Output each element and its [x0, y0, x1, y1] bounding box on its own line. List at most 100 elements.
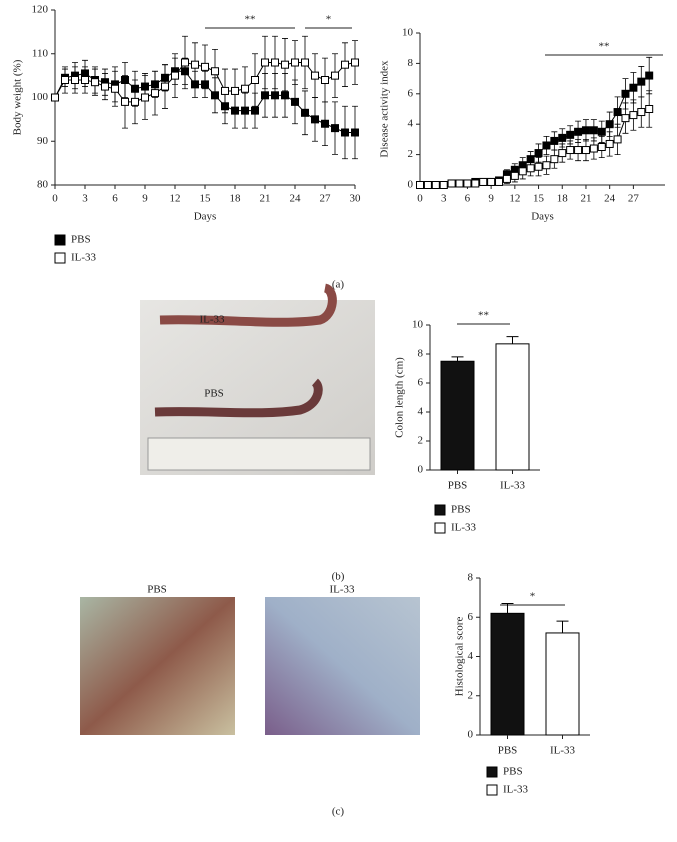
marker [111, 84, 119, 93]
colon-pbs [154, 378, 323, 418]
marker [291, 97, 299, 106]
y-axis-label: Histological score [454, 617, 466, 697]
x-tick-label: 3 [82, 193, 88, 205]
legend-label: IL-33 [71, 252, 97, 264]
marker [321, 119, 329, 128]
marker [574, 127, 583, 136]
legend-label: PBS [451, 504, 471, 516]
x-axis-label: Days [194, 211, 217, 223]
marker [534, 149, 543, 158]
marker [463, 179, 472, 188]
x-tick-label: 3 [441, 193, 447, 205]
y-tick-label: 90 [37, 135, 49, 147]
legend-swatch [434, 522, 446, 534]
y-tick-label: 8 [408, 57, 414, 69]
marker [291, 58, 299, 67]
marker [629, 111, 638, 120]
marker [613, 135, 622, 144]
significance-label: * [530, 591, 536, 603]
y-tick-label: 0 [408, 179, 414, 191]
marker [321, 76, 329, 84]
legend-label: IL-33 [451, 522, 477, 534]
marker [211, 67, 219, 76]
marker [416, 181, 424, 189]
marker [566, 130, 575, 139]
marker [341, 128, 349, 137]
y-tick-label: 6 [468, 611, 474, 623]
y-tick-label: 80 [37, 179, 49, 191]
micrograph-pbs [80, 597, 235, 735]
marker [161, 82, 169, 91]
marker [301, 58, 309, 67]
marker [221, 86, 229, 95]
marker [597, 143, 606, 151]
marker [181, 58, 189, 67]
micrograph-title: PBS [147, 584, 167, 596]
marker [351, 128, 359, 137]
marker [331, 71, 339, 80]
panel-label: (b) [332, 571, 345, 583]
marker [271, 58, 279, 67]
marker [502, 174, 511, 183]
marker [51, 93, 59, 102]
y-tick-label: 2 [468, 689, 474, 701]
x-tick-label: 18 [557, 193, 569, 205]
marker [542, 161, 551, 170]
x-tick-label: PBS [448, 480, 468, 492]
x-tick-label: 24 [290, 193, 302, 205]
y-tick-label: 4 [408, 118, 414, 130]
x-tick-label: 27 [628, 193, 640, 205]
marker [629, 83, 638, 92]
photo-label: PBS [204, 388, 224, 400]
y-tick-label: 0 [418, 464, 424, 476]
x-tick-label: 12 [170, 193, 181, 205]
x-tick-label: 24 [604, 193, 616, 205]
x-axis-label: Days [531, 211, 554, 223]
x-tick-label: IL-33 [500, 480, 526, 492]
x-tick-label: IL-33 [550, 745, 576, 757]
marker [351, 58, 359, 67]
ruler [147, 437, 371, 471]
marker [605, 139, 614, 148]
x-tick-label: 6 [465, 193, 471, 205]
marker [471, 179, 480, 188]
y-tick-label: 2 [408, 148, 414, 160]
marker [141, 93, 149, 102]
x-tick-label: 9 [488, 193, 494, 205]
marker [526, 164, 535, 173]
x-tick-label: 18 [230, 193, 242, 205]
marker [271, 91, 279, 100]
marker [447, 179, 456, 188]
marker [534, 162, 543, 171]
y-tick-label: 10 [402, 27, 414, 39]
y-tick-label: 8 [468, 572, 474, 584]
marker [251, 106, 259, 115]
x-tick-label: 0 [52, 193, 58, 205]
marker [331, 124, 339, 133]
marker [581, 146, 590, 155]
marker [487, 177, 496, 186]
significance-label: * [326, 14, 332, 26]
marker [597, 127, 606, 136]
y-tick-label: 120 [32, 4, 49, 16]
marker [566, 146, 575, 155]
error-bar [556, 620, 569, 633]
marker [71, 76, 79, 84]
x-tick-label: 21 [580, 193, 591, 205]
marker [637, 108, 646, 117]
marker [191, 60, 199, 69]
x-tick-label: PBS [498, 745, 518, 757]
marker [301, 108, 309, 117]
x-tick-label: 15 [533, 193, 545, 205]
marker [518, 167, 527, 176]
y-tick-label: 2 [418, 435, 424, 447]
x-tick-label: 6 [112, 193, 118, 205]
bar [440, 360, 475, 471]
marker [61, 76, 69, 84]
marker [574, 146, 583, 155]
x-tick-label: 0 [417, 193, 423, 205]
panel-label: (a) [332, 279, 345, 291]
x-tick-label: 12 [509, 193, 520, 205]
y-tick-label: 110 [32, 47, 49, 59]
